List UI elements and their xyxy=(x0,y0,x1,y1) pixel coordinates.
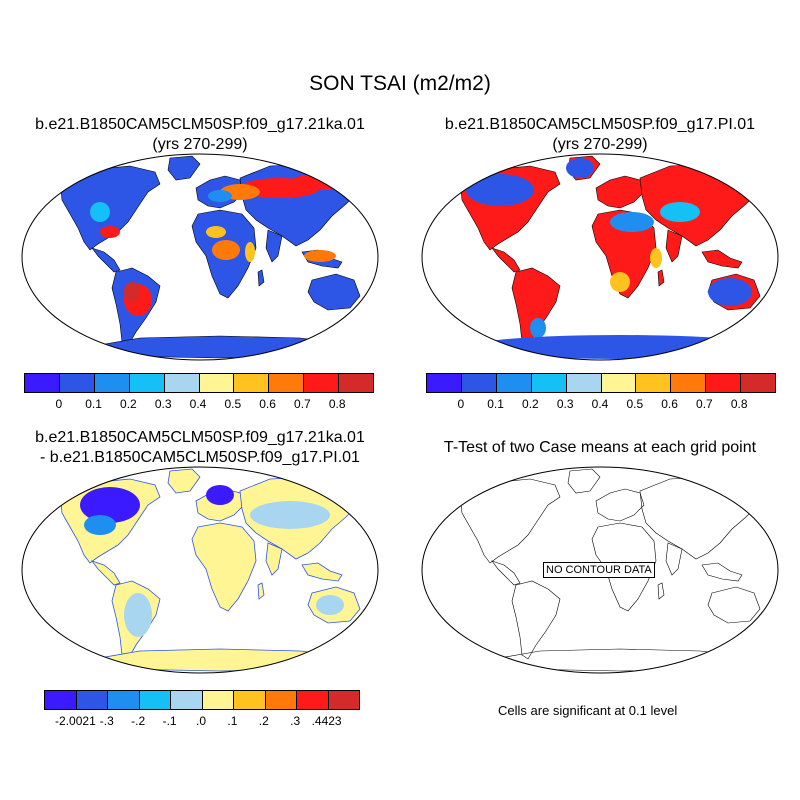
colorbar-tick-label: 0.8 xyxy=(328,397,346,411)
colorbar-21ka xyxy=(24,373,374,393)
colorbar-cell xyxy=(741,374,776,392)
colorbar-tick-label: 0 xyxy=(55,397,63,411)
panel-2-title-line1: b.e21.B1850CAM5CLM50SP.f09_g17.PI.01 xyxy=(444,116,756,133)
colorbar-cell xyxy=(139,691,171,709)
colorbar-cell xyxy=(328,691,359,709)
map-pi xyxy=(421,153,779,361)
colorbar-tick-label: -2.0021 xyxy=(55,714,96,728)
colorbar-cell xyxy=(171,691,203,709)
panel-2-title-line2: (yrs 270-299) xyxy=(552,136,648,153)
colorbar-tick-label: 0.2 xyxy=(120,397,137,411)
colorbar-tick-label: 0.5 xyxy=(626,397,644,411)
panel-4-title-line1: T-Test of two Case means at each grid po… xyxy=(443,439,757,456)
colorbar-tick-label: .0 xyxy=(195,714,207,728)
panel-3-title-line2: - b.e21.B1850CAM5CLM50SP.f09_g17.PI.01 xyxy=(40,449,360,466)
colorbar-cell xyxy=(461,374,497,392)
panel-3-title-line1: b.e21.B1850CAM5CLM50SP.f09_g17.21ka.01 xyxy=(35,429,365,446)
map-difference xyxy=(21,466,379,674)
colorbar-cell xyxy=(269,374,305,392)
colorbar-cell xyxy=(706,374,742,392)
map-21ka xyxy=(21,153,379,361)
colorbar-cell xyxy=(265,691,297,709)
colorbar-cell xyxy=(59,374,95,392)
colorbar-cell xyxy=(297,691,329,709)
colorbar-tick-label: 0.4 xyxy=(591,397,609,411)
colorbar-tick-label: 0.7 xyxy=(294,397,311,411)
colorbar-cell xyxy=(25,374,60,392)
colorbar-cell xyxy=(304,374,340,392)
figure-title: SON TSAI (m2/m2) xyxy=(309,72,491,95)
colorbar-tick-label: 0.1 xyxy=(85,397,102,411)
colorbar-cell xyxy=(531,374,567,392)
colorbar-tick-label: 0.5 xyxy=(224,397,242,411)
colorbar-cell xyxy=(45,691,77,709)
colorbar-cell xyxy=(234,691,266,709)
map-ttest xyxy=(421,466,779,674)
colorbar-tick-label: 0.4 xyxy=(189,397,207,411)
colorbar-tick-label: 0.7 xyxy=(696,397,713,411)
colorbar-tick-label: -.2 xyxy=(131,714,146,728)
panel-2-title: b.e21.B1850CAM5CLM50SP.f09_g17.PI.01 (yr… xyxy=(400,115,800,155)
colorbar-cell xyxy=(108,691,140,709)
colorbar-tick-label: .2 xyxy=(258,714,269,728)
colorbar-cell xyxy=(94,374,130,392)
colorbar-pi xyxy=(426,373,776,393)
panel-1-title-line1: b.e21.B1850CAM5CLM50SP.f09_g17.21ka.01 xyxy=(35,116,365,133)
colorbar-cell xyxy=(496,374,532,392)
colorbar-cell xyxy=(76,691,108,709)
colorbar-tick-label: -.3 xyxy=(99,714,114,728)
colorbar-cell xyxy=(234,374,270,392)
colorbar-cell xyxy=(339,374,374,392)
colorbar-cell xyxy=(202,691,234,709)
significance-note: Cells are significant at 0.1 level xyxy=(498,703,678,718)
colorbar-tick-label: -.1 xyxy=(162,714,177,728)
colorbar-cell xyxy=(164,374,200,392)
colorbar-tick-label: 0.3 xyxy=(154,397,172,411)
panel-3-title: b.e21.B1850CAM5CLM50SP.f09_g17.21ka.01 -… xyxy=(0,428,400,468)
colorbar-tick-label: 0.1 xyxy=(487,397,504,411)
colorbar-tick-label: 0.2 xyxy=(522,397,539,411)
colorbar-tick-label: 0 xyxy=(457,397,465,411)
colorbar-cell xyxy=(566,374,602,392)
panel-4-title: T-Test of two Case means at each grid po… xyxy=(400,438,800,458)
colorbar-tick-label: 0.3 xyxy=(556,397,574,411)
panel-1-title: b.e21.B1850CAM5CLM50SP.f09_g17.21ka.01 (… xyxy=(0,115,400,155)
colorbar-cell xyxy=(636,374,672,392)
colorbar-cell xyxy=(129,374,165,392)
colorbar-tick-label: .1 xyxy=(227,714,238,728)
panel-1-title-line2: (yrs 270-299) xyxy=(152,136,248,153)
colorbar-tick-label: .4423 xyxy=(311,714,342,728)
colorbar-tick-label: .3 xyxy=(290,714,301,728)
colorbar-cell xyxy=(427,374,462,392)
colorbar-cell xyxy=(671,374,707,392)
colorbar-tick-label: 0.6 xyxy=(661,397,678,411)
no-contour-data-label: NO CONTOUR DATA xyxy=(543,562,655,578)
colorbar-tick-label: 0.6 xyxy=(259,397,276,411)
colorbar-cell xyxy=(199,374,235,392)
colorbar-cell xyxy=(601,374,637,392)
colorbar-difference xyxy=(44,690,360,710)
colorbar-tick-label: 0.8 xyxy=(730,397,748,411)
